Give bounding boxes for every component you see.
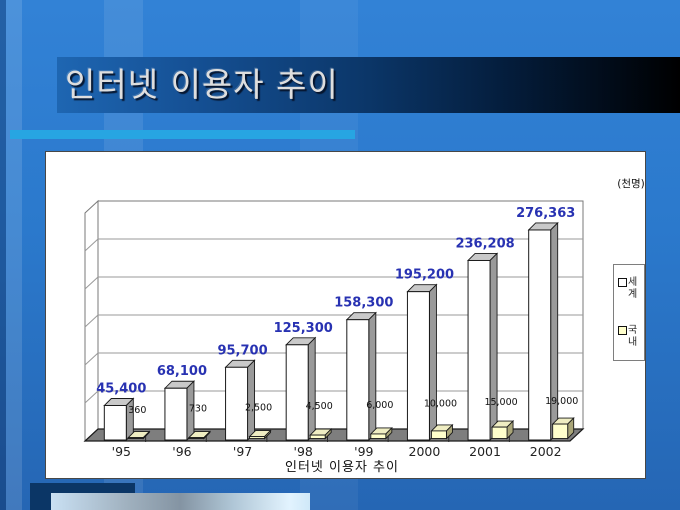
world-bar [285, 344, 309, 441]
world-value-label: 276,363 [516, 206, 575, 221]
world-value-label: 95,700 [217, 343, 267, 358]
left-wall-tick [84, 238, 99, 252]
world-bar-side [489, 252, 498, 442]
world-value-label: 125,300 [274, 321, 333, 336]
domestic-value-label: 730 [189, 404, 207, 415]
background-left-edge [0, 0, 6, 510]
domestic-value-label: 10,000 [424, 399, 457, 410]
x-axis-label: 2002 [530, 444, 562, 459]
domestic-bar [249, 436, 266, 439]
world-bar-side [368, 311, 377, 442]
world-value-label: 195,200 [395, 268, 454, 283]
world-bar-side [550, 221, 559, 442]
left-wall-tick [84, 314, 99, 328]
domestic-bar [188, 437, 205, 439]
domestic-bar [309, 434, 326, 439]
legend-label-domestic: 국내 [628, 325, 638, 348]
bar-chart: 45,400 360 '95 68,100 730 '96 95,700 2,500 '97 12… [83, 199, 585, 459]
world-bar [467, 259, 491, 441]
world-value-label: 45,400 [96, 381, 146, 396]
background-stripe [6, 0, 22, 510]
world-bar-side [247, 359, 256, 442]
world-bar [164, 387, 188, 441]
world-bar [406, 291, 430, 441]
world-bar [103, 404, 127, 441]
domestic-value-label: 6,000 [366, 400, 393, 411]
legend-marker-world [618, 278, 627, 287]
world-value-label: 236,208 [455, 236, 514, 251]
domestic-bar [370, 433, 387, 439]
left-wall-tick [84, 390, 99, 404]
domestic-value-label: 360 [128, 405, 146, 416]
legend-label-world: 세계 [628, 277, 638, 300]
world-bar-side [428, 283, 437, 442]
domestic-value-label: 15,000 [484, 397, 517, 408]
world-bar [346, 319, 370, 441]
legend-item-domestic: 국내 [618, 325, 639, 349]
chart-panel: 45,400 360 '95 68,100 730 '96 95,700 2,500 '97 12… [45, 151, 646, 479]
x-axis-label: 2001 [469, 444, 501, 459]
x-axis-label: '99 [354, 444, 373, 459]
domestic-bar [552, 423, 569, 439]
x-axis-label: '97 [233, 444, 252, 459]
bottom-gradient-bar [51, 493, 310, 510]
x-axis-label: 2000 [409, 444, 441, 459]
domestic-value-label: 4,500 [306, 401, 333, 412]
x-axis-title: 인터넷 이용자 추이 [285, 460, 399, 475]
unit-label: (천명) [617, 178, 645, 190]
x-axis-label: '98 [294, 444, 313, 459]
domestic-bar [491, 426, 508, 439]
legend-marker-domestic [618, 326, 627, 335]
world-value-label: 68,100 [157, 364, 207, 379]
world-bar [528, 229, 552, 441]
domestic-bar [127, 437, 144, 439]
world-bar-side [307, 336, 316, 442]
left-wall-tick [84, 352, 99, 366]
title-underline-bar [10, 130, 355, 139]
legend-item-world: 세계 [618, 277, 639, 301]
left-wall-tick [84, 276, 99, 290]
domestic-value-label: 19,000 [545, 396, 578, 407]
x-axis-label: '95 [112, 444, 131, 459]
domestic-bar [430, 430, 447, 439]
world-value-label: 158,300 [334, 296, 393, 311]
chart-legend: 세계 국내 [613, 264, 645, 361]
slide-title: 인터넷 이용자 추이 [65, 65, 339, 104]
world-bar [225, 366, 249, 441]
x-axis-label: '96 [172, 444, 191, 459]
domestic-value-label: 2,500 [245, 402, 272, 413]
title-band: 인터넷 이용자 추이 [57, 57, 680, 113]
